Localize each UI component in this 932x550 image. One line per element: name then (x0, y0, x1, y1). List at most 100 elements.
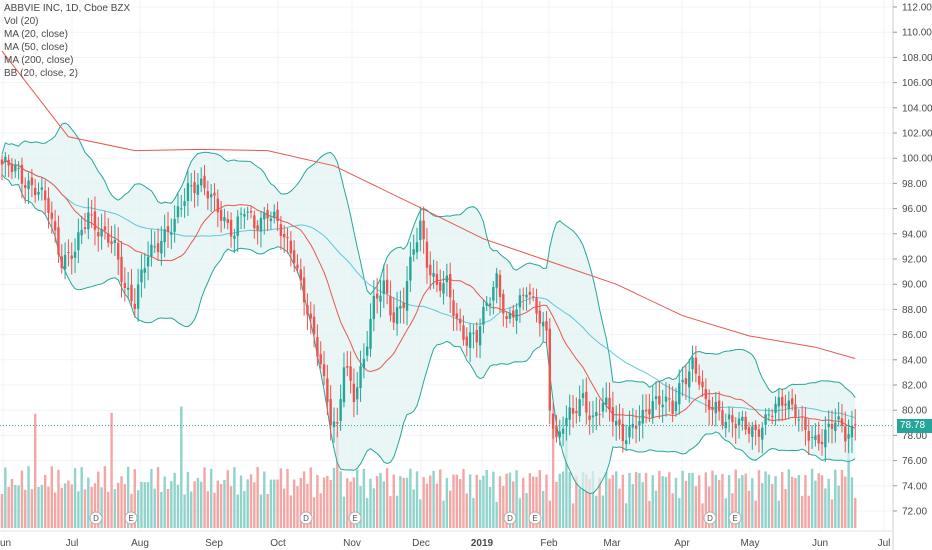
candle-body (186, 183, 190, 202)
volume-bar (279, 468, 283, 528)
volume-bar (63, 483, 67, 528)
candle-body (707, 399, 711, 410)
volume-bar (810, 468, 814, 528)
candle-body (180, 208, 183, 210)
volume-bar (505, 473, 508, 528)
candle-body (820, 441, 824, 445)
candle-body (302, 277, 306, 303)
volume-bar (784, 488, 787, 528)
candle-body (817, 434, 820, 444)
candle-body (525, 294, 528, 298)
price-axis-bg (893, 0, 932, 550)
volume-bar (372, 488, 376, 528)
candle-body (505, 316, 508, 319)
volume-bar (346, 478, 349, 528)
candle-body (694, 357, 698, 374)
price-tick-label: 110.00 (902, 28, 932, 39)
legend-bollinger: BB (20, close, 2) (4, 68, 78, 79)
volume-bar (399, 476, 402, 528)
candle-body (757, 429, 761, 437)
candle-body (515, 309, 518, 321)
volume-bar (462, 468, 465, 528)
volume-bar (601, 495, 605, 528)
volume-bar (322, 477, 326, 528)
candle-body (435, 273, 439, 285)
candle-body (744, 416, 747, 430)
volume-bar (419, 499, 422, 528)
candle-body (478, 326, 482, 346)
candle-body (711, 407, 714, 411)
candle-body (322, 364, 326, 377)
volume-bar (0, 494, 4, 528)
candle-body (661, 404, 664, 408)
candle-body (20, 164, 24, 184)
volume-bar (316, 474, 319, 528)
event-marker: E (348, 511, 362, 525)
volume-bar (449, 490, 452, 528)
volume-bar (475, 474, 478, 528)
candle-body (797, 419, 800, 421)
volume-bar (283, 488, 286, 528)
volume-bar (671, 493, 674, 528)
volume-bar (286, 468, 289, 528)
candle-body (329, 399, 332, 426)
candle-body (239, 213, 243, 215)
volume-bar (807, 495, 810, 528)
volume-bars (0, 406, 857, 528)
candle-body (113, 239, 117, 243)
volume-bar (847, 421, 850, 528)
candle-body (767, 414, 771, 416)
volume-bar (113, 489, 117, 528)
volume-bar (229, 486, 233, 528)
candle-body (800, 416, 804, 418)
candle-body (153, 246, 156, 248)
candle-body (183, 201, 186, 206)
price-tick-label: 72.00 (902, 507, 927, 518)
volume-bar (634, 472, 638, 528)
candle-body (648, 409, 651, 415)
volume-bar (468, 474, 472, 528)
candle-body (369, 319, 372, 349)
volume-bar (485, 469, 488, 528)
candle-body (814, 435, 817, 440)
volume-bar (717, 480, 721, 528)
volume-bar (688, 473, 691, 528)
candle-body (176, 206, 180, 218)
price-tick-label: 102.00 (902, 129, 932, 140)
volume-bar (359, 486, 362, 528)
volume-bar (535, 476, 538, 528)
volume-bar (744, 473, 747, 528)
candle-body (654, 396, 658, 400)
volume-bar (631, 484, 634, 528)
volume-bar (34, 413, 37, 528)
volume-bar (525, 493, 528, 528)
event-marker-label: E (732, 514, 737, 523)
volume-bar (67, 480, 70, 528)
event-marker-circle (124, 511, 138, 525)
candle-body (362, 358, 366, 368)
volume-bar (532, 476, 535, 528)
volume-bar (508, 472, 512, 528)
candle-body (415, 242, 419, 253)
candle-body (206, 191, 210, 199)
candle-body (166, 226, 170, 233)
time-tick-label: 2019 (471, 538, 494, 549)
volume-bar (263, 471, 266, 528)
candle-body (339, 399, 342, 421)
volume-bar (20, 470, 24, 528)
volume-bar (774, 476, 777, 528)
candle-body (731, 415, 734, 423)
volume-bar (558, 473, 561, 528)
volume-bar (840, 469, 844, 528)
volume-bar (203, 467, 206, 528)
volume-bar (854, 498, 857, 528)
price-tick-label: 74.00 (902, 481, 927, 492)
volume-bar (326, 475, 329, 528)
candle-body (714, 401, 717, 414)
volume-bar (249, 474, 253, 528)
price-tick-label: 94.00 (902, 229, 927, 240)
candle-body (77, 232, 80, 251)
volume-bar (7, 486, 10, 528)
candle-body (97, 231, 100, 237)
